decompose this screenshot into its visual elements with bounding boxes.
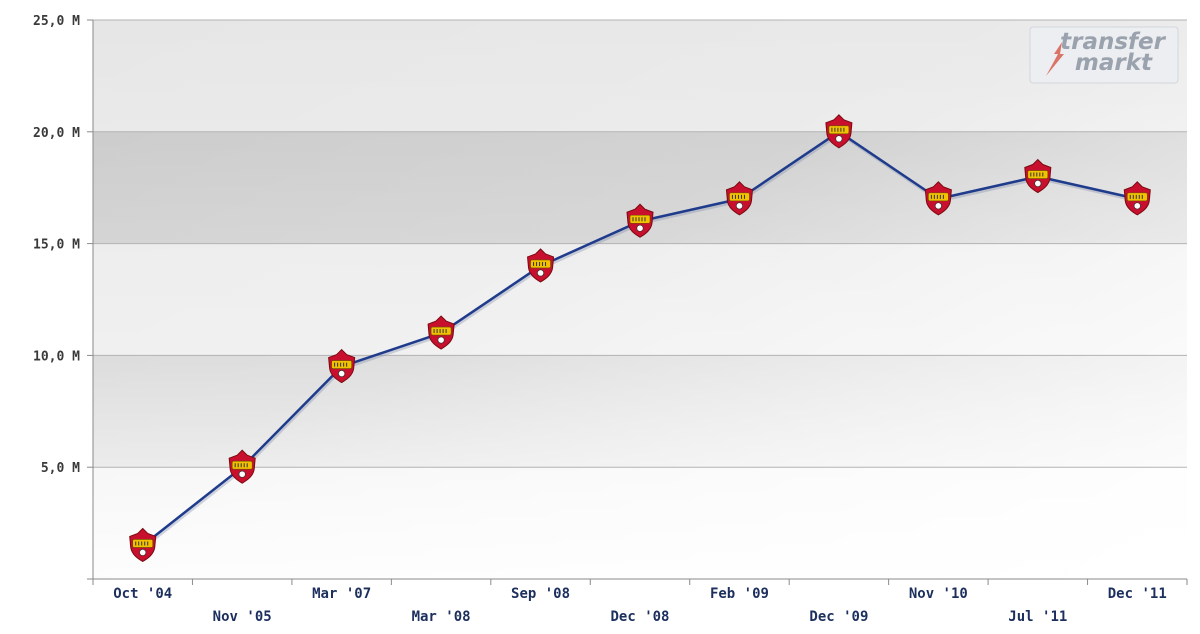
data-point-crest-icon[interactable] bbox=[1123, 181, 1151, 216]
x-tick-label: Oct '04 bbox=[113, 586, 172, 602]
crest-ball bbox=[1034, 179, 1042, 188]
y-tick-label: 5,0 M bbox=[41, 461, 80, 476]
data-point-crest-icon[interactable] bbox=[626, 203, 654, 238]
crest-letters bbox=[632, 217, 646, 222]
crest-ball bbox=[437, 336, 445, 344]
data-point-crest-icon[interactable] bbox=[129, 527, 157, 563]
watermark-line1: transfer bbox=[1060, 29, 1167, 55]
y-tick-label: 15,0 M bbox=[33, 238, 80, 253]
crest-letters bbox=[930, 194, 944, 199]
x-tick-label: Dec '08 bbox=[610, 609, 669, 625]
axes bbox=[87, 19, 1188, 585]
crest-letters bbox=[831, 127, 845, 132]
x-tick-label: Jul '11 bbox=[1008, 609, 1067, 625]
data-point-crest-icon[interactable] bbox=[725, 181, 753, 216]
crest-ball bbox=[139, 548, 147, 557]
y-axis-tick-labels: 5,0 M 10,0 M 15,0 M 20,0 M 25,0 M bbox=[33, 14, 80, 476]
data-point-crest-icon[interactable] bbox=[427, 315, 455, 350]
background-fade-vertical bbox=[93, 20, 1187, 579]
crest-letters bbox=[135, 541, 149, 546]
markers-layer bbox=[129, 114, 1151, 563]
x-tick-label: Mar '07 bbox=[312, 586, 371, 602]
data-point-crest-icon[interactable] bbox=[328, 348, 356, 384]
x-tick-label: Mar '08 bbox=[412, 609, 471, 625]
data-point-crest-icon[interactable] bbox=[527, 248, 555, 283]
crest-letters bbox=[334, 362, 348, 367]
crest-letters bbox=[234, 463, 248, 468]
data-point-crest-icon[interactable] bbox=[924, 181, 952, 216]
transfermarkt-watermark: transfer markt bbox=[1029, 26, 1179, 84]
x-tick-label: Dec '09 bbox=[809, 609, 868, 625]
data-point-crest-icon[interactable] bbox=[228, 449, 256, 484]
x-axis-tick-labels: Oct '04 Nov '05 Mar '07 Mar '08 Sep '08 Dec '… bbox=[113, 586, 1167, 625]
crest-ball bbox=[735, 202, 744, 210]
crest-ball bbox=[835, 135, 843, 143]
crest-ball bbox=[338, 370, 346, 378]
y-tick-label: 25,0 M bbox=[33, 14, 80, 29]
crest-ball bbox=[934, 202, 942, 210]
x-tick-label: Dec '11 bbox=[1108, 586, 1167, 602]
x-tick-label: Nov '05 bbox=[213, 609, 272, 625]
x-tick-label: Feb '09 bbox=[710, 586, 769, 602]
crest-letters bbox=[533, 261, 547, 266]
y-tick-label: 20,0 M bbox=[33, 126, 80, 141]
data-point-crest-icon[interactable] bbox=[1024, 158, 1052, 194]
gridlines bbox=[93, 19, 1187, 468]
crest-ball bbox=[536, 269, 545, 277]
crest-letters bbox=[1129, 194, 1143, 199]
watermark-swoosh-icon bbox=[1046, 42, 1064, 76]
crest-letters bbox=[1030, 172, 1044, 177]
x-tick-label: Sep '08 bbox=[511, 586, 570, 602]
crest-ball bbox=[238, 470, 246, 478]
y-tick-label: 10,0 M bbox=[33, 349, 80, 364]
data-point-crest-icon[interactable] bbox=[825, 114, 853, 149]
crest-ball bbox=[636, 224, 644, 232]
x-tick-label: Nov '10 bbox=[909, 586, 968, 602]
watermark-box bbox=[1029, 26, 1179, 84]
crest-letters bbox=[433, 329, 447, 334]
crest-ball bbox=[1133, 202, 1141, 210]
watermark-line2: markt bbox=[1075, 50, 1153, 76]
crest-letters bbox=[731, 194, 745, 199]
